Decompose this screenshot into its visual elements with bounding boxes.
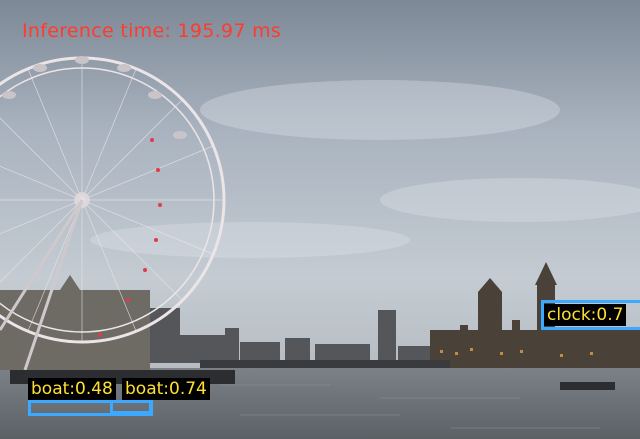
detection-label-clock: clock:0.7: [544, 304, 627, 326]
westminster-bridge: [200, 360, 450, 368]
inference-time-label: Inference time: 195.97 ms: [22, 20, 282, 42]
detection-box-clock: [541, 300, 640, 330]
detection-label-boat-1: boat:0.48: [28, 378, 116, 400]
london-eye: [0, 56, 226, 371]
houses-of-parliament: [430, 262, 640, 370]
detection-label-boat-2: boat:0.74: [122, 378, 210, 400]
detection-box-boat-2: [110, 400, 152, 414]
